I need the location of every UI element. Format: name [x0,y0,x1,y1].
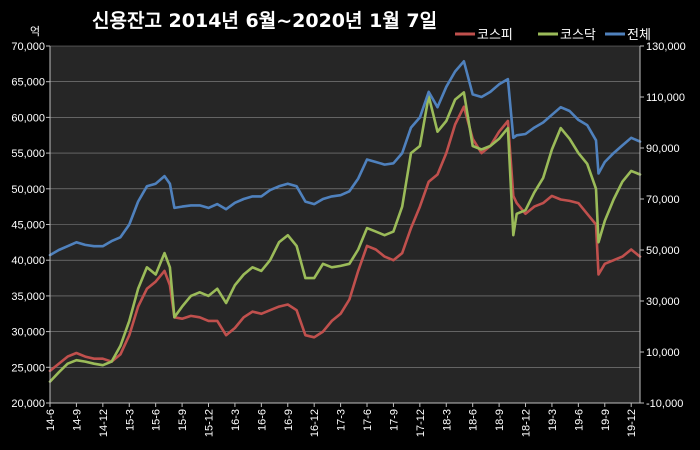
x-tick-label: 14-6 [45,409,57,431]
x-tick-label: 18-6 [468,409,480,431]
x-tick-label: 19-3 [547,409,559,431]
gridlines [50,45,640,404]
x-axis: 14-6 14-9 14-12 15-3 15-6 15-9 15-12 16-3 16-6 16… [45,402,640,437]
y-left-tick-label: 60,000 [11,112,45,124]
x-tick-label: 14-9 [71,409,83,431]
y-left-tick-label: 50,000 [11,184,45,196]
legend-label: 코스닥 [560,28,596,43]
y-right-tick-label: 130,000 [646,41,686,53]
legend-label: 전체 [627,28,651,43]
series-line-전체 [48,59,642,257]
y-left-tick-label: 40,000 [11,255,45,267]
chart-title: 신용잔고 2014년 6월~2020년 1월 7일 [92,10,437,32]
y-right-tick-label: 50,000 [646,245,680,257]
y-left-tick-label: 55,000 [11,148,45,160]
y-right-tick-label: 30,000 [646,296,680,308]
y-left-tick-label: 35,000 [11,291,45,303]
y-right-tick-label: -10,000 [646,398,683,410]
y-axis-left: 20,000 25,000 30,000 35,000 40,000 45,000 50,0… [11,41,51,410]
y-left-tick-label: 30,000 [11,327,45,339]
x-tick-label: 18-3 [441,409,453,431]
series-line-코스피 [48,105,642,373]
y-axis-right: -10,000 10,000 30,000 50,000 70,000 90,000 110… [639,41,686,410]
y-left-tick-label: 65,000 [11,77,45,89]
series-layer [48,59,642,383]
y-right-tick-label: 70,000 [646,194,680,206]
x-tick-label: 16-12 [309,409,321,437]
x-tick-label: 15-6 [151,409,163,431]
x-tick-label: 14-12 [98,409,110,437]
x-tick-label: 17-3 [336,409,348,431]
y-left-tick-label: 70,000 [11,41,45,53]
series-line-코스닥 [48,91,642,383]
x-tick-label: 16-9 [283,409,295,431]
x-tick-label: 15-12 [204,409,216,437]
x-tick-label: 17-12 [415,409,427,437]
x-tick-label: 19-9 [600,409,612,431]
x-tick-label: 18-12 [521,409,533,437]
y-right-tick-label: 90,000 [646,143,680,155]
y-left-tick-label: 45,000 [11,220,45,232]
x-tick-label: 15-3 [124,409,136,431]
left-axis-unit: 억 [30,25,40,38]
y-left-tick-label: 20,000 [11,398,45,410]
x-tick-label: 16-6 [256,409,268,431]
x-tick-label: 16-3 [230,409,242,431]
legend: 코스피 코스닥 전체 [455,28,651,43]
x-tick-label: 17-9 [388,409,400,431]
legend-label: 코스피 [477,28,513,43]
x-tick-label: 15-9 [177,409,189,431]
x-tick-label: 19-6 [573,409,585,431]
x-tick-label: 19-12 [626,409,638,437]
y-left-tick-label: 25,000 [11,362,45,374]
y-right-tick-label: 110,000 [646,92,685,104]
x-tick-label: 17-6 [362,409,374,431]
x-tick-label: 18-9 [494,409,506,431]
y-right-tick-label: 10,000 [646,347,680,359]
